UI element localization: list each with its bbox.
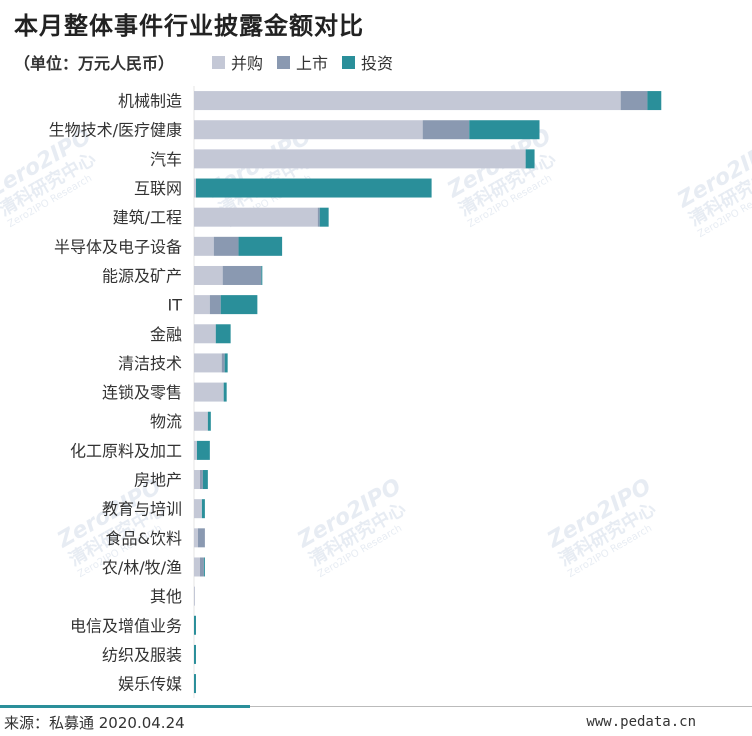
legend-swatch-ipo [277, 55, 291, 69]
legend: 并购 上市 投资 [212, 50, 393, 74]
bar-segment-ipo [317, 207, 320, 227]
category-label: 连锁及零售 [102, 383, 182, 402]
category-label: 食品&饮料 [106, 529, 182, 548]
bar-segment-ma [194, 499, 202, 519]
bar-segment-ma [194, 382, 224, 402]
bar-segment-ma [194, 295, 210, 315]
footer-accent [0, 705, 250, 708]
bar-segment-invest [202, 470, 208, 490]
bar-segment-invest [215, 324, 231, 344]
category-label: 半导体及电子设备 [54, 237, 182, 256]
legend-label-ma: 并购 [231, 54, 264, 73]
bar-segment-ma [194, 411, 208, 431]
category-label: 生物技术/医疗健康 [49, 121, 182, 140]
bar-segment-invest [261, 265, 263, 285]
bar-segment-ipo [221, 353, 225, 373]
bar-segment-ipo [213, 236, 239, 256]
unit-label: （单位：万元人民币） [14, 54, 175, 73]
bar-segment-ipo [422, 120, 470, 140]
category-label: 纺织及服装 [102, 645, 182, 664]
category-label: 建筑/工程 [113, 208, 182, 227]
category-label: IT [168, 296, 183, 315]
bar-segment-invest [203, 557, 205, 577]
bar-segment-ipo [620, 91, 648, 111]
bar-segment-invest [195, 178, 432, 198]
bar-segment-invest [194, 644, 196, 664]
bar-segment-ma [194, 207, 318, 227]
legend-swatch-ma [212, 55, 225, 69]
category-label: 物流 [150, 412, 182, 431]
bar-segment-ma [194, 353, 222, 373]
bar-segment-invest [525, 149, 535, 169]
bar-segment-ipo [209, 295, 221, 315]
bar-segment-invest [220, 295, 258, 315]
bar-segment-ma [194, 528, 198, 548]
legend-item-invest: 投资 [342, 50, 393, 74]
bar-segment-invest [194, 674, 196, 694]
category-label: 汽车 [150, 150, 182, 169]
website-text: www.pedata.cn [586, 714, 696, 730]
category-label: 互联网 [134, 179, 182, 198]
bar-segment-invest [469, 120, 540, 140]
bar-segment-ma [194, 440, 197, 460]
bar-segment-ma [194, 586, 195, 606]
category-label: 房地产 [134, 471, 182, 490]
bar-segment-ma [194, 120, 423, 140]
category-label: 清洁技术 [118, 354, 182, 373]
category-label: 能源及矿产 [102, 266, 182, 285]
bar-segment-ipo [199, 470, 203, 490]
source-text: 来源：私募通 2020.04.24 [4, 714, 185, 732]
legend-item-ma: 并购 [212, 50, 263, 74]
category-label: 金融 [150, 325, 182, 344]
bar-segment-ma [194, 470, 200, 490]
category-label: 化工原料及加工 [70, 441, 182, 460]
legend-swatch-invest [342, 55, 356, 69]
bar-segment-invest [319, 207, 329, 227]
bar-segment-ma [194, 265, 223, 285]
category-label: 农/林/牧/渔 [102, 558, 182, 577]
legend-label-invest: 投资 [361, 54, 394, 73]
bar-segment-ma [194, 236, 214, 256]
bar-segment-ipo [199, 557, 204, 577]
category-label: 其他 [150, 587, 182, 606]
bar-segment-invest [194, 615, 196, 635]
bar-segment-ma [194, 178, 196, 198]
bar-segment-invest [238, 236, 283, 256]
bars-group [193, 86, 662, 699]
bar-segment-invest [647, 91, 662, 111]
category-label: 教育与培训 [102, 500, 182, 519]
bar-segment-ipo [197, 528, 205, 548]
bar-segment-invest [224, 353, 228, 373]
bar-segment-ma [194, 557, 200, 577]
category-label: 机械制造 [118, 92, 182, 111]
legend-label-ipo: 上市 [296, 54, 329, 73]
category-label: 娱乐传媒 [118, 675, 182, 694]
bar-segment-ma [194, 91, 621, 111]
bar-segment-invest [201, 499, 205, 519]
bar-segment-invest [223, 382, 227, 402]
bar-segment-invest [207, 411, 211, 431]
bar-segment-ipo [222, 265, 262, 285]
chart-title: 本月整体事件行业披露金额对比 [14, 12, 364, 40]
legend-item-ipo: 上市 [277, 50, 328, 74]
bar-segment-ma [194, 324, 216, 344]
bar-segment-invest [196, 440, 210, 460]
category-label: 电信及增值业务 [70, 616, 182, 635]
bar-segment-ma [194, 149, 526, 169]
footer-divider [0, 706, 752, 707]
